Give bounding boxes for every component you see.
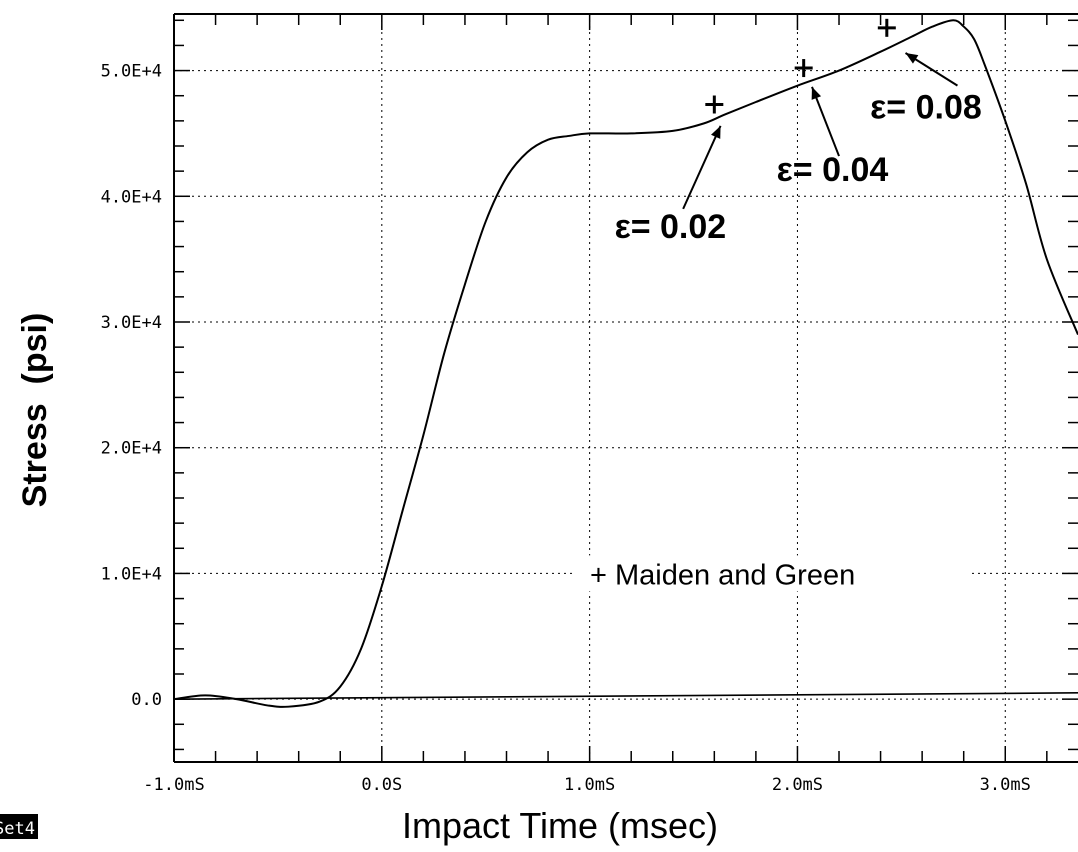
annotation-arrow-1 <box>811 86 840 157</box>
axis-frame <box>173 13 1078 763</box>
annotation-label-2: ε= 0.08 <box>870 88 982 126</box>
annotation-arrow-0 <box>682 125 722 210</box>
y-tick-label-4: 4.0E+4 <box>101 187 162 207</box>
corner-tag-background <box>0 814 38 839</box>
y-tick-label-5: 5.0E+4 <box>101 62 162 82</box>
x-tick-label-1: 0.0S <box>361 775 402 795</box>
x-tick-labels: -1.0mS 0.0S 1.0mS 2.0mS 3.0mS <box>143 775 1031 795</box>
x-tick-label-2: 1.0mS <box>564 775 615 795</box>
maiden-green-point-0 <box>705 95 724 114</box>
annotation-arrowhead-2 <box>905 52 919 64</box>
y-tick-label-1: 1.0E+4 <box>101 564 162 584</box>
maiden-green-point-1 <box>794 59 813 78</box>
y-axis-title: Stress (psi) <box>16 313 54 508</box>
x-axis-title: Impact Time (msec) <box>402 805 718 846</box>
x-tick-label-4: 3.0mS <box>980 775 1031 795</box>
annotation-label-0: ε= 0.02 <box>615 208 727 246</box>
x-tick-label-0: -1.0mS <box>143 775 204 795</box>
legend-entry-maiden-and-green: + Maiden and Green <box>590 559 855 591</box>
y-tick-label-0: 0.0 <box>131 690 162 710</box>
legend-background <box>572 555 968 592</box>
annotation-arrowhead-0 <box>711 125 721 139</box>
corner-tag: Set4 <box>0 819 35 839</box>
y-tick-label-3: 3.0E+4 <box>101 313 162 333</box>
zero-baseline <box>173 692 1078 700</box>
y-tick-label-2: 2.0E+4 <box>101 439 162 459</box>
y-tick-labels: 0.0 1.0E+4 2.0E+4 3.0E+4 4.0E+4 5.0E+4 <box>101 62 162 711</box>
stress-curve <box>173 19 1078 708</box>
annotation-layer: ε= 0.02 ε= 0.04 ε= 0.08 <box>615 52 982 246</box>
annotation-label-1: ε= 0.04 <box>777 151 889 189</box>
axis-ticks <box>173 14 1078 762</box>
x-tick-label-3: 2.0mS <box>772 775 823 795</box>
maiden-green-point-2 <box>877 18 896 37</box>
series-layer <box>173 19 1078 708</box>
annotation-arrowhead-1 <box>811 86 822 100</box>
marker-layer <box>705 18 896 114</box>
